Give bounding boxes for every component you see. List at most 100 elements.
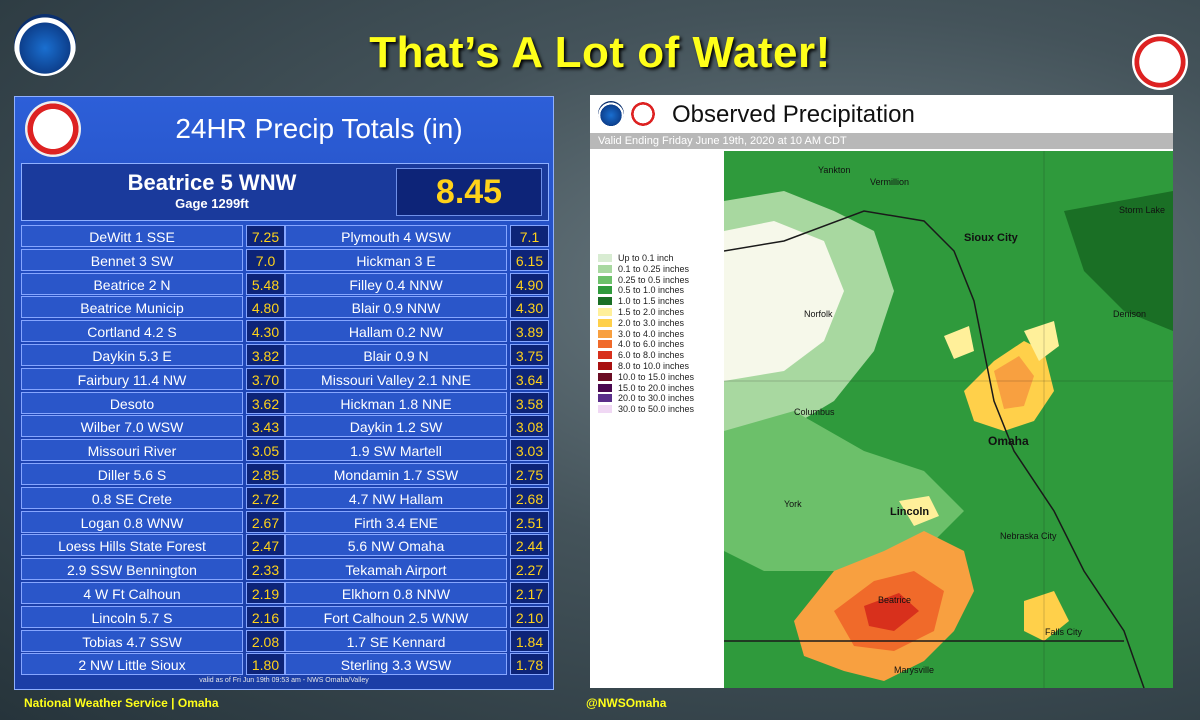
site-value: 6.15 — [510, 248, 549, 271]
site-name: 1.9 SW Martell — [285, 439, 507, 462]
site-value: 3.43 — [246, 415, 285, 438]
site-name: Hallam 0.2 NW — [285, 320, 507, 343]
legend-label: 20.0 to 30.0 inches — [618, 393, 695, 404]
totals-row: Blair 0.9 N 3.75 — [285, 343, 549, 366]
nws-badge-icon — [25, 101, 81, 157]
totals-row: Missouri Valley 2.1 NNE 3.64 — [285, 367, 549, 390]
legend-label: 15.0 to 20.0 inches — [618, 382, 695, 393]
site-name: Hickman 1.8 NNE — [285, 391, 507, 414]
site-name: DeWitt 1 SSE — [21, 225, 243, 247]
site-name: Bennet 3 SW — [21, 248, 243, 271]
city-label: Yankton — [818, 165, 850, 175]
precip-zone-heavy-ne — [1064, 191, 1173, 331]
legend-label: 30.0 to 50.0 inches — [618, 404, 695, 415]
totals-row: Blair 0.9 NNW 4.30 — [285, 296, 549, 319]
site-value: 2.17 — [510, 581, 549, 604]
site-name: Mondamin 1.7 SSW — [285, 462, 507, 485]
city-label: Columbus — [794, 407, 835, 417]
missouri-river-line — [724, 210, 1145, 688]
valid-time-text: valid as of Fri Jun 19th 09:53 am - NWS … — [199, 677, 369, 684]
site-value: 3.05 — [246, 439, 285, 462]
site-name: Firth 3.4 ENE — [285, 510, 507, 533]
site-value: 5.48 — [246, 272, 285, 295]
totals-row: Beatrice 2 N 5.48 — [21, 272, 285, 295]
legend-label: 1.0 to 1.5 inches — [618, 296, 685, 307]
city-label: Falls City — [1045, 627, 1083, 637]
totals-row: Fairbury 11.4 NW 3.70 — [21, 367, 285, 390]
site-value: 2.47 — [246, 534, 285, 557]
totals-row: Fort Calhoun 2.5 WNW 2.10 — [285, 605, 549, 628]
site-value: 2.33 — [246, 558, 285, 581]
city-label: Storm Lake — [1119, 205, 1165, 215]
legend-swatch — [598, 405, 612, 414]
panel-title: 24HR Precip Totals (in) — [175, 113, 463, 144]
site-name: Fort Calhoun 2.5 WNW — [285, 605, 507, 628]
site-value: 3.58 — [510, 391, 549, 414]
site-value: 2.10 — [510, 605, 549, 628]
noaa-logo — [14, 14, 76, 76]
site-name: Blair 0.9 N — [285, 343, 507, 366]
totals-row: 4 W Ft Calhoun 2.19 — [21, 581, 285, 604]
site-value: 2.27 — [510, 558, 549, 581]
site-name: Daykin 5.3 E — [21, 343, 243, 366]
totals-row: Lincoln 5.7 S 2.16 — [21, 605, 285, 628]
site-name: 4 W Ft Calhoun — [21, 581, 243, 604]
totals-row: Beatrice Municip 4.80 — [21, 296, 285, 319]
site-name: Tekamah Airport — [285, 558, 507, 581]
site-name: Plymouth 4 WSW — [285, 225, 507, 247]
totals-row: 2.9 SSW Bennington 2.33 — [21, 558, 285, 581]
site-name: Missouri Valley 2.1 NNE — [285, 367, 507, 390]
city-label: Norfolk — [804, 309, 833, 319]
site-value: 2.85 — [246, 462, 285, 485]
site-value: 1.84 — [510, 629, 549, 652]
page-title: That’s A Lot of Water! — [369, 28, 831, 77]
totals-row: Cortland 4.2 S 4.30 — [21, 320, 285, 343]
map-header: Observed Precipitation — [590, 95, 1173, 133]
site-value: 3.64 — [510, 367, 549, 390]
precip-zone-small-yellow — [944, 326, 974, 359]
legend-label: 1.5 to 2.0 inches — [618, 306, 685, 317]
legend-swatch — [598, 340, 612, 349]
legend-swatch — [598, 275, 612, 284]
city-label: Sioux City — [964, 232, 1019, 244]
totals-row: Logan 0.8 WNW 2.67 — [21, 510, 285, 533]
totals-row: 1.7 SE Kennard 1.84 — [285, 629, 549, 652]
site-value: 3.82 — [246, 343, 285, 366]
site-name: Hickman 3 E — [285, 248, 507, 271]
nws-small-logo — [630, 101, 656, 127]
legend-swatch — [598, 307, 612, 316]
site-name: 1.7 SE Kennard — [285, 629, 507, 652]
legend-label: 6.0 to 8.0 inches — [618, 350, 685, 361]
totals-row: Missouri River 3.05 — [21, 439, 285, 462]
totals-row: Desoto 3.62 — [21, 391, 285, 414]
totals-row: Wilber 7.0 WSW 3.43 — [21, 415, 285, 438]
totals-row: 4.7 NW Hallam 2.68 — [285, 486, 549, 509]
site-name: Beatrice 2 N — [21, 272, 243, 295]
site-value: 2.19 — [246, 581, 285, 604]
site-value: 2.72 — [246, 486, 285, 509]
precip-zone-fallscity-yellow — [1024, 591, 1069, 641]
precip-totals-panel: 24HR Precip Totals (in) Beatrice 5 WNW G… — [14, 96, 554, 690]
legend-swatch — [598, 383, 612, 392]
site-name: Loess Hills State Forest — [21, 534, 243, 557]
site-value: 2.16 — [246, 605, 285, 628]
site-value: 2.68 — [510, 486, 549, 509]
totals-row: 5.6 NW Omaha 2.44 — [285, 534, 549, 557]
totals-row: Sterling 3.3 WSW 1.78 — [285, 653, 549, 676]
site-value: 1.80 — [246, 653, 285, 676]
site-value: 3.08 — [510, 415, 549, 438]
totals-row: Daykin 1.2 SW 3.08 — [285, 415, 549, 438]
top-site-box: Beatrice 5 WNW Gage 1299ft 8.45 — [21, 163, 549, 221]
legend-swatch — [598, 254, 612, 262]
legend-swatch — [598, 297, 612, 306]
site-value: 3.62 — [246, 391, 285, 414]
legend-label: Up to 0.1 inch — [618, 253, 674, 263]
site-name: Tobias 4.7 SSW — [21, 629, 243, 652]
site-value: 2.67 — [246, 510, 285, 533]
totals-row: Hallam 0.2 NW 3.89 — [285, 320, 549, 343]
site-value: 4.80 — [246, 296, 285, 319]
totals-row: 1.9 SW Martell 3.03 — [285, 439, 549, 462]
totals-row: 0.8 SE Crete 2.72 — [21, 486, 285, 509]
totals-column-2: Plymouth 4 WSW 7.1 Hickman 3 E 6.15 Filley 0… — [285, 225, 549, 677]
nws-logo — [1132, 34, 1188, 90]
